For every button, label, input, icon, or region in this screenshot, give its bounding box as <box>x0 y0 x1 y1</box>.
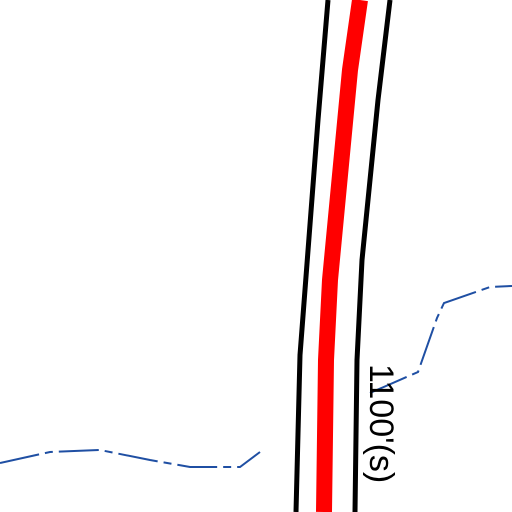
boundary-line <box>0 448 261 468</box>
road-edge <box>293 0 331 512</box>
road-edge <box>352 0 393 512</box>
road-centerline <box>316 0 368 512</box>
road-label: 1100'(s) <box>362 364 400 483</box>
